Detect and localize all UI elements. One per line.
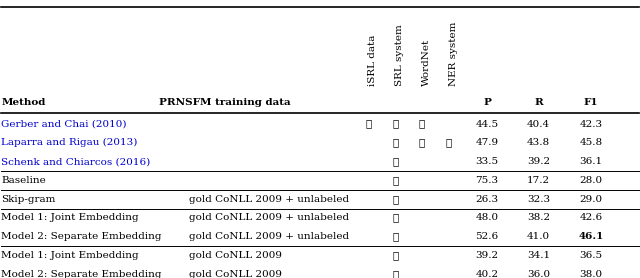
Text: ✓: ✓ bbox=[365, 120, 372, 129]
Text: 36.1: 36.1 bbox=[579, 157, 602, 166]
Text: R: R bbox=[534, 98, 543, 107]
Text: ✓: ✓ bbox=[392, 157, 398, 166]
Text: 43.8: 43.8 bbox=[527, 138, 550, 147]
Text: 47.9: 47.9 bbox=[476, 138, 499, 147]
Text: 40.4: 40.4 bbox=[527, 120, 550, 129]
Text: 41.0: 41.0 bbox=[527, 232, 550, 241]
Text: 17.2: 17.2 bbox=[527, 176, 550, 185]
Text: F1: F1 bbox=[584, 98, 598, 107]
Text: ✓: ✓ bbox=[392, 270, 398, 278]
Text: Baseline: Baseline bbox=[1, 176, 46, 185]
Text: 32.3: 32.3 bbox=[527, 195, 550, 204]
Text: 52.6: 52.6 bbox=[476, 232, 499, 241]
Text: Skip-gram: Skip-gram bbox=[1, 195, 56, 204]
Text: 48.0: 48.0 bbox=[476, 214, 499, 222]
Text: SRL system: SRL system bbox=[395, 24, 404, 86]
Text: 38.2: 38.2 bbox=[527, 214, 550, 222]
Text: PRNSFM training data: PRNSFM training data bbox=[159, 98, 290, 107]
Text: 34.1: 34.1 bbox=[527, 251, 550, 260]
Text: gold CoNLL 2009 + unlabeled: gold CoNLL 2009 + unlabeled bbox=[189, 232, 349, 241]
Text: 75.3: 75.3 bbox=[476, 176, 499, 185]
Text: Model 1: Joint Embedding: Model 1: Joint Embedding bbox=[1, 251, 139, 260]
Text: gold CoNLL 2009 + unlabeled: gold CoNLL 2009 + unlabeled bbox=[189, 195, 349, 204]
Text: iSRL data: iSRL data bbox=[369, 35, 378, 86]
Text: Model 2: Separate Embedding: Model 2: Separate Embedding bbox=[1, 232, 162, 241]
Text: ✓: ✓ bbox=[419, 120, 425, 129]
Text: ✓: ✓ bbox=[445, 138, 452, 147]
Text: ✓: ✓ bbox=[392, 138, 398, 147]
Text: WordNet: WordNet bbox=[422, 39, 431, 86]
Text: 26.3: 26.3 bbox=[476, 195, 499, 204]
Text: ✓: ✓ bbox=[392, 195, 398, 204]
Text: 33.5: 33.5 bbox=[476, 157, 499, 166]
Text: 39.2: 39.2 bbox=[476, 251, 499, 260]
Text: 46.1: 46.1 bbox=[578, 232, 604, 241]
Text: 36.0: 36.0 bbox=[527, 270, 550, 278]
Text: Schenk and Chiarcos (2016): Schenk and Chiarcos (2016) bbox=[1, 157, 150, 166]
Text: ✓: ✓ bbox=[392, 232, 398, 241]
Text: 44.5: 44.5 bbox=[476, 120, 499, 129]
Text: 29.0: 29.0 bbox=[579, 195, 602, 204]
Text: 28.0: 28.0 bbox=[579, 176, 602, 185]
Text: ✓: ✓ bbox=[392, 176, 398, 185]
Text: 39.2: 39.2 bbox=[527, 157, 550, 166]
Text: gold CoNLL 2009: gold CoNLL 2009 bbox=[189, 270, 282, 278]
Text: Model 1: Joint Embedding: Model 1: Joint Embedding bbox=[1, 214, 139, 222]
Text: 42.6: 42.6 bbox=[579, 214, 602, 222]
Text: ✓: ✓ bbox=[392, 214, 398, 222]
Text: ✓: ✓ bbox=[392, 251, 398, 260]
Text: 45.8: 45.8 bbox=[579, 138, 602, 147]
Text: 42.3: 42.3 bbox=[579, 120, 602, 129]
Text: ✓: ✓ bbox=[419, 138, 425, 147]
Text: gold CoNLL 2009 + unlabeled: gold CoNLL 2009 + unlabeled bbox=[189, 214, 349, 222]
Text: Gerber and Chai (2010): Gerber and Chai (2010) bbox=[1, 120, 127, 129]
Text: Laparra and Rigau (2013): Laparra and Rigau (2013) bbox=[1, 138, 138, 148]
Text: 36.5: 36.5 bbox=[579, 251, 602, 260]
Text: ✓: ✓ bbox=[392, 120, 398, 129]
Text: NER system: NER system bbox=[449, 22, 458, 86]
Text: gold CoNLL 2009: gold CoNLL 2009 bbox=[189, 251, 282, 260]
Text: 40.2: 40.2 bbox=[476, 270, 499, 278]
Text: P: P bbox=[483, 98, 491, 107]
Text: 38.0: 38.0 bbox=[579, 270, 602, 278]
Text: Method: Method bbox=[1, 98, 46, 107]
Text: Model 2: Separate Embedding: Model 2: Separate Embedding bbox=[1, 270, 162, 278]
